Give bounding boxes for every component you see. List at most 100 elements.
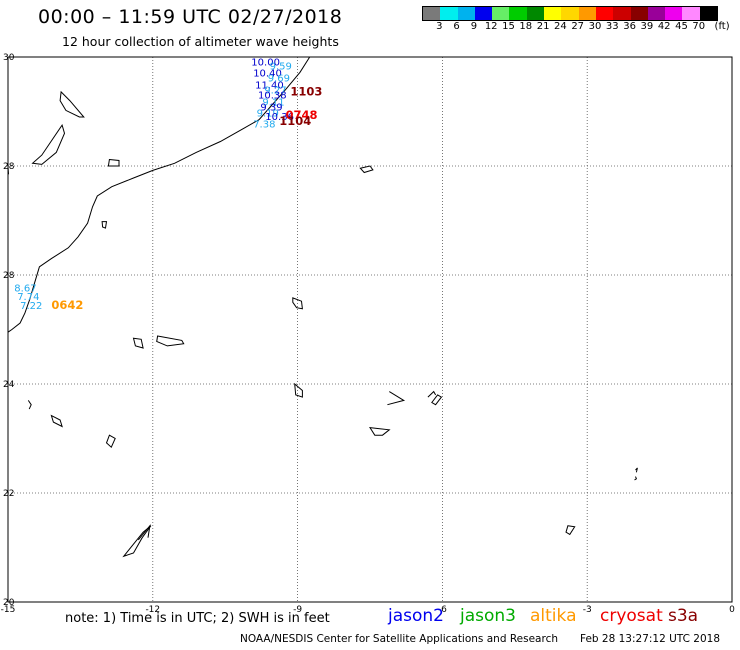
colorbar-label: 21 [536,21,550,32]
dakhla-peninsula [122,525,152,558]
map-frame [7,56,733,603]
colorbar-label: 3 [436,21,443,32]
pass-time-label: 1103 [290,85,322,99]
colorbar-swatch [492,7,510,20]
colorbar-label: 70 [692,21,706,32]
axis-tick-labels: -15 -12 -9 -6 -3 0 30 28 28 24 22 20 [1,53,735,615]
colorbar-swatch [474,7,493,20]
lon-tick-label: -12 [145,605,160,615]
colorbar-label: 27 [571,21,585,32]
colorbar-swatch [440,7,458,20]
wave-height-value: 10.38 [258,90,287,101]
small-island-j [387,391,406,406]
colorbar-swatch [423,7,441,20]
colorbar-swatch [613,7,631,20]
wave-height-value: 10.00 [251,58,280,69]
footnote: note: 1) Time is in UTC; 2) SWH is in fe… [65,611,330,626]
lat-tick-label: 22 [3,489,14,499]
lat-tick-label: 20 [3,598,15,608]
colorbar-swatch [630,7,648,20]
generation-timestamp: Feb 28 13:27:12 UTC 2018 [580,633,720,645]
lat-tick-label: 24 [3,380,15,390]
colorbar-label: 15 [502,21,515,32]
colorbar-swatch [682,7,700,20]
colorbar-label: 36 [623,21,636,32]
colorbar-label: 18 [519,21,533,32]
small-island-l [427,390,437,398]
wave-height-observations: 10.009.5910.409.6911.409.2710.389.119.39… [14,58,294,312]
wave-height-value: 10.36 [265,112,294,123]
satellite-legend-cryosat: cryosat [600,606,663,626]
small-island-o [565,525,576,536]
african-coastline [7,56,311,333]
pass-time-label: 1104 [279,114,311,128]
pass-time-label: 0642 [51,298,83,312]
small-island-i [431,394,443,406]
wave-height-value: 9.59 [270,62,292,73]
small-island-m [635,467,638,473]
wave-height-value: 7.38 [253,119,275,130]
wave-height-value: 10.40 [253,69,282,80]
map-subtitle: 12 hour collection of altimeter wave hei… [62,34,339,49]
colorbar-label: 12 [484,21,498,32]
dakhla-arm [137,523,151,541]
small-island-b [292,297,303,310]
pass-time-label: 0748 [286,108,318,122]
colorbar-swatch [457,7,475,20]
wave-height-value: 8.67 [14,283,36,294]
colorbar-label: 39 [640,21,654,32]
small-island-n [634,476,638,481]
lat-lon-grid [8,57,732,602]
fuerteventura-island [31,123,66,165]
colorbar-label: 45 [675,21,688,32]
colorbar-swatch [544,7,562,20]
madeira-seamount [359,165,374,174]
colorbar-label: 24 [554,21,567,32]
colorbar-swatch [647,7,666,20]
organization-credit: NOAA/NESDIS Center for Satellite Applica… [240,633,558,645]
colorbar-label: 9 [470,21,478,32]
lanzarote-island [59,90,85,118]
satellite-legend-jason2: jason2 [388,606,444,626]
small-island-c [132,337,144,349]
colorbar-swatch [665,7,683,20]
wave-height-value: 9.19 [257,108,279,119]
colorbar-swatch [561,7,579,20]
colorbar-swatch [578,7,596,20]
lon-tick-label: -9 [293,605,302,615]
wave-height-value: 9.27 [264,86,286,97]
coastlines [7,56,638,558]
lon-tick-label: -6 [438,605,447,615]
colorbar-label: 30 [588,21,602,32]
lon-tick-label: -15 [1,605,16,615]
satellite-legend-altika: altika [530,606,577,626]
colorbar-label: 33 [605,21,619,32]
colorbar-label: 6 [453,21,460,32]
colorbar-label: (ft) [714,21,730,32]
wave-height-value: 9.11 [262,98,284,109]
colorbar-label: 42 [657,21,671,32]
colorbar-swatch [699,7,718,20]
wave-height-value: 7.22 [20,301,42,312]
small-island-h [105,434,116,449]
lon-tick-label: -3 [583,605,592,615]
small-island-k [369,426,391,436]
satellite-legend-s3a: s3a [668,606,699,626]
satellite-legend-jason3: jason3 [460,606,516,626]
wave-height-colorbar [422,6,719,21]
small-island-a [101,221,108,229]
small-island-g [50,414,63,428]
lon-tick-label: 0 [729,605,735,615]
map-title: 00:00 – 11:59 UTC 02/27/2018 [38,6,343,28]
colorbar-swatch [595,7,614,20]
wave-height-value: 9.39 [260,102,282,113]
small-island-e [294,382,303,398]
small-island-f [27,400,32,410]
lat-tick-label: 30 [3,53,15,63]
wave-height-value: 9.69 [268,74,290,85]
wave-height-value: 7.74 [17,292,39,303]
wave-height-value: 11.40 [255,81,284,92]
lat-tick-label: 28 [3,162,15,172]
alboran-island [107,158,120,167]
